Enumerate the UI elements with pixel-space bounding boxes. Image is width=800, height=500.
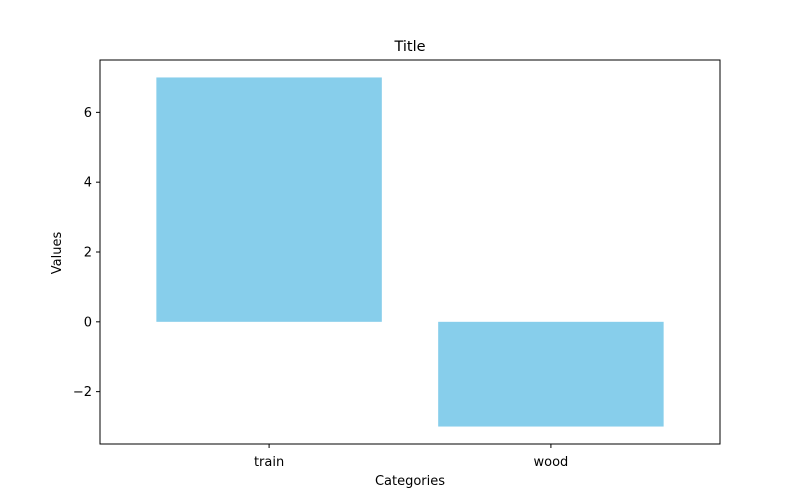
bar-wood <box>438 321 664 427</box>
y-axis-label: Values <box>50 232 65 275</box>
x-tick-label: train <box>254 455 284 470</box>
y-tick-label: −2 <box>73 385 92 400</box>
y-axis-ticks: −2 0 2 4 6 <box>73 106 100 400</box>
bar-train <box>156 77 382 322</box>
y-tick-label: 0 <box>84 315 92 330</box>
x-axis-ticks: train wood <box>254 444 568 470</box>
x-axis-label: Categories <box>375 474 445 489</box>
y-tick-label: 2 <box>84 246 92 261</box>
chart-title: Title <box>393 39 425 55</box>
bars-group <box>156 77 664 427</box>
x-tick-label: wood <box>534 455 569 470</box>
y-tick-label: 6 <box>84 106 92 121</box>
y-tick-label: 4 <box>84 176 92 191</box>
